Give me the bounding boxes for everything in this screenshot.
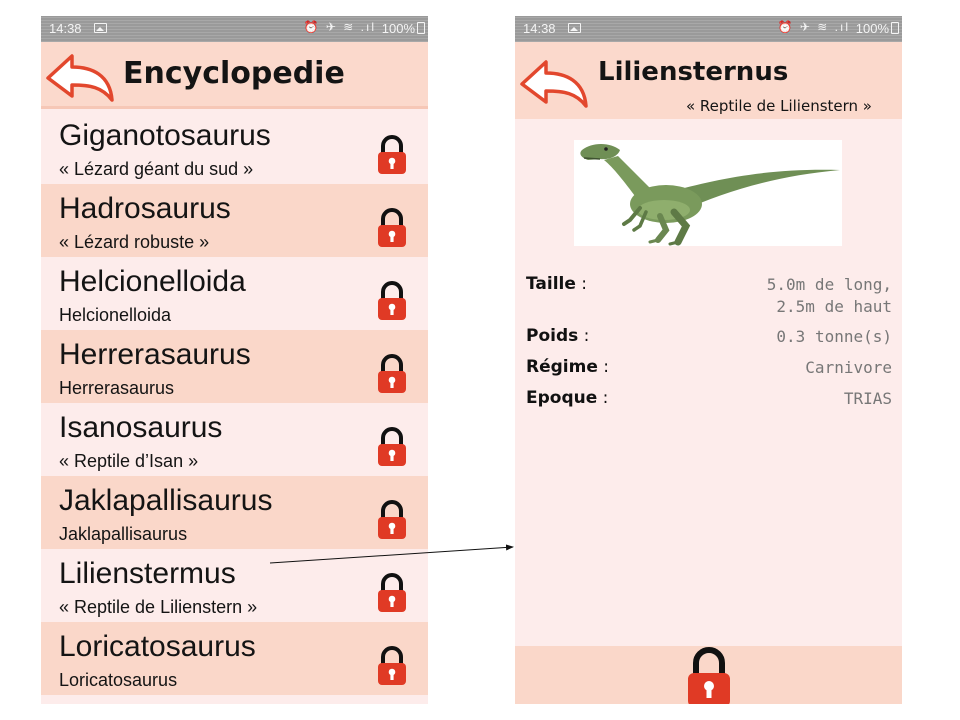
item-name: Lilienstermus bbox=[59, 557, 236, 590]
fact-weight: Poids : 0.3 tonne(s) bbox=[526, 326, 892, 357]
image-notification-icon bbox=[94, 23, 107, 33]
item-name: Helcionelloida bbox=[59, 265, 246, 298]
fact-value: 5.0m de long, 2.5m de haut bbox=[766, 275, 892, 316]
item-name: Giganotosaurus bbox=[59, 119, 271, 152]
battery-level: 100% bbox=[381, 21, 415, 36]
padlock-icon[interactable] bbox=[687, 644, 731, 704]
image-notification-icon bbox=[568, 23, 581, 33]
fact-label: Epoque : bbox=[526, 388, 609, 408]
species-list: Giganotosaurus « Lézard géant du sud » H… bbox=[41, 111, 428, 704]
list-item[interactable]: Herrerasaurus Herrerasaurus bbox=[41, 330, 428, 403]
system-status-icons: ⏰ ✈ ≋ .ıl bbox=[777, 20, 850, 34]
item-subtitle: « Reptile d’Isan » bbox=[59, 451, 199, 471]
status-time: 14:38 bbox=[523, 21, 556, 36]
detail-header: Liliensternus « Reptile de Lilienstern » bbox=[515, 42, 902, 119]
fact-value: 0.3 tonne(s) bbox=[776, 327, 892, 346]
padlock-icon bbox=[378, 281, 406, 320]
item-name: Herrerasaurus bbox=[59, 338, 251, 371]
padlock-icon bbox=[378, 354, 406, 393]
item-subtitle: Loricatosaurus bbox=[59, 670, 178, 690]
padlock-icon bbox=[378, 208, 406, 247]
list-item[interactable]: Jaklapallisaurus Jaklapallisaurus bbox=[41, 476, 428, 549]
page-title: Encyclopedie bbox=[123, 56, 345, 91]
list-item[interactable]: Hadrosaurus « Lézard robuste » bbox=[41, 184, 428, 257]
item-subtitle: Jaklapallisaurus bbox=[59, 524, 188, 544]
status-time: 14:38 bbox=[49, 21, 82, 36]
item-name: Hadrosaurus bbox=[59, 192, 231, 225]
system-status-icons: ⏰ ✈ ≋ .ıl bbox=[303, 20, 376, 34]
item-subtitle: Herrerasaurus bbox=[59, 378, 175, 398]
item-subtitle: « Lézard robuste » bbox=[59, 232, 210, 252]
encyclopedia-screen: 14:38 ⏰ ✈ ≋ .ıl 100% Encyclopedie Gigano… bbox=[41, 16, 428, 704]
item-name: Jaklapallisaurus bbox=[59, 484, 273, 517]
fact-size: Taille : 5.0m de long, 2.5m de haut bbox=[526, 274, 892, 326]
padlock-icon bbox=[378, 573, 406, 612]
battery-level: 100% bbox=[855, 21, 889, 36]
species-subtitle: « Reptile de Lilienstern » bbox=[685, 97, 872, 115]
padlock-icon bbox=[378, 646, 406, 685]
fact-diet: Régime : Carnivore bbox=[526, 357, 892, 388]
fact-value: TRIAS bbox=[843, 389, 892, 408]
battery-icon bbox=[891, 22, 899, 34]
fact-label: Poids : bbox=[526, 326, 590, 346]
item-name: Isanosaurus bbox=[59, 411, 223, 444]
back-button[interactable] bbox=[518, 56, 590, 112]
back-arrow-icon bbox=[520, 60, 588, 108]
list-item[interactable]: Lilienstermus « Reptile de Lilienstern » bbox=[41, 549, 428, 622]
list-item[interactable]: Giganotosaurus « Lézard géant du sud » bbox=[41, 111, 428, 184]
list-item-cut-off[interactable] bbox=[41, 695, 428, 704]
item-subtitle: « Lézard géant du sud » bbox=[59, 159, 254, 179]
padlock-icon bbox=[378, 135, 406, 174]
status-bar: 14:38 ⏰ ✈ ≋ .ıl 100% bbox=[515, 16, 902, 42]
fact-epoch: Epoque : TRIAS bbox=[526, 388, 892, 419]
back-arrow-icon bbox=[46, 54, 114, 102]
fact-value: Carnivore bbox=[805, 358, 892, 377]
list-item[interactable]: Isanosaurus « Reptile d’Isan » bbox=[41, 403, 428, 476]
list-item[interactable]: Helcionelloida Helcionelloida bbox=[41, 257, 428, 330]
dinosaur-illustration bbox=[580, 144, 840, 246]
detail-body: Taille : 5.0m de long, 2.5m de haut Poids… bbox=[515, 119, 902, 646]
item-subtitle: Helcionelloida bbox=[59, 305, 172, 325]
padlock-icon bbox=[378, 500, 406, 539]
list-item[interactable]: Loricatosaurus Loricatosaurus bbox=[41, 622, 428, 695]
footer-bar bbox=[515, 646, 902, 704]
padlock-icon bbox=[378, 427, 406, 466]
species-facts: Taille : 5.0m de long, 2.5m de haut Poids… bbox=[526, 274, 892, 419]
app-header: Encyclopedie bbox=[41, 42, 428, 109]
battery-icon bbox=[417, 22, 425, 34]
dinosaur-image bbox=[574, 140, 842, 246]
species-detail-screen: 14:38 ⏰ ✈ ≋ .ıl 100% Liliensternus « Rep… bbox=[515, 16, 902, 704]
item-name: Loricatosaurus bbox=[59, 630, 256, 663]
status-bar: 14:38 ⏰ ✈ ≋ .ıl 100% bbox=[41, 16, 428, 42]
back-button[interactable] bbox=[44, 50, 116, 106]
fact-label: Régime : bbox=[526, 357, 610, 377]
species-title: Liliensternus bbox=[598, 57, 789, 87]
item-subtitle: « Reptile de Lilienstern » bbox=[59, 597, 258, 617]
fact-label: Taille : bbox=[526, 274, 588, 294]
